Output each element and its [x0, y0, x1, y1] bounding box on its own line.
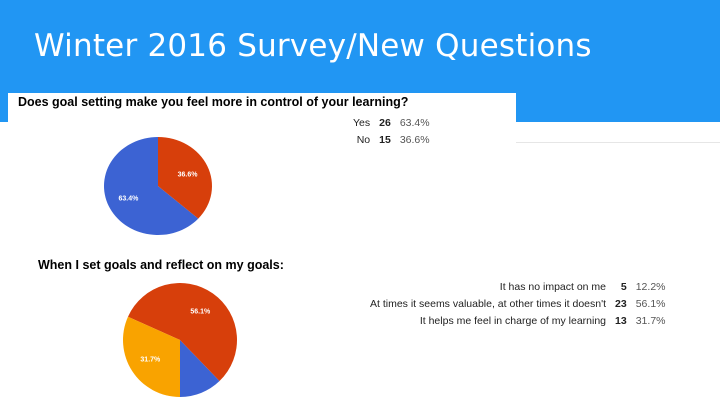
response-label: Yes [353, 117, 371, 129]
pie-slice [104, 137, 199, 235]
pie-slice [158, 137, 212, 219]
response-summary-table: It has no impact on me 5 12.2% At times … [370, 281, 666, 332]
table-row: Yes 26 63.4% [353, 117, 430, 134]
chart-title: Does goal setting make you feel more in … [18, 95, 409, 109]
response-count: 26 [379, 117, 391, 129]
pie-chart: 63.4% 36.6% [104, 137, 212, 235]
pie-slice [180, 340, 220, 397]
response-label: It helps me feel in charge of my learnin… [419, 315, 607, 327]
response-percent: 12.2% [635, 281, 666, 293]
response-count: 23 [615, 298, 627, 310]
response-count: 5 [620, 281, 627, 293]
response-label: At times it seems valuable, at other tim… [370, 298, 607, 310]
response-count: 13 [615, 315, 627, 327]
chart-title: When I set goals and reflect on my goals… [38, 258, 284, 272]
pie-slice [127, 283, 238, 382]
slice-percent-label: 31.7% [140, 357, 161, 364]
response-percent: 31.7% [635, 315, 666, 327]
pie-slice [123, 316, 180, 397]
table-row: At times it seems valuable, at other tim… [370, 298, 666, 315]
table-row: No 15 36.6% [353, 134, 430, 151]
response-label: No [356, 134, 371, 146]
divider-line [516, 142, 720, 143]
chart-panel-goal-reflection: When I set goals and reflect on my goals… [30, 252, 720, 401]
slice-percent-label: 36.6% [178, 171, 199, 178]
response-percent: 56.1% [635, 298, 666, 310]
response-percent: 36.6% [399, 134, 430, 146]
table-row: It has no impact on me 5 12.2% [370, 281, 666, 298]
pie-chart: 56.1% 31.7% [123, 283, 238, 397]
chart-panel-goal-setting-control: Does goal setting make you feel more in … [8, 93, 516, 246]
response-count: 15 [379, 134, 391, 146]
table-row: It helps me feel in charge of my learnin… [370, 315, 666, 332]
response-summary-table: Yes 26 63.4% No 15 36.6% [353, 117, 430, 151]
response-label: It has no impact on me [499, 281, 607, 293]
slice-percent-label: 56.1% [190, 309, 211, 316]
slice-percent-label: 63.4% [118, 196, 139, 203]
response-percent: 63.4% [399, 117, 430, 129]
slide-title: Winter 2016 Survey/New Questions [34, 28, 592, 64]
